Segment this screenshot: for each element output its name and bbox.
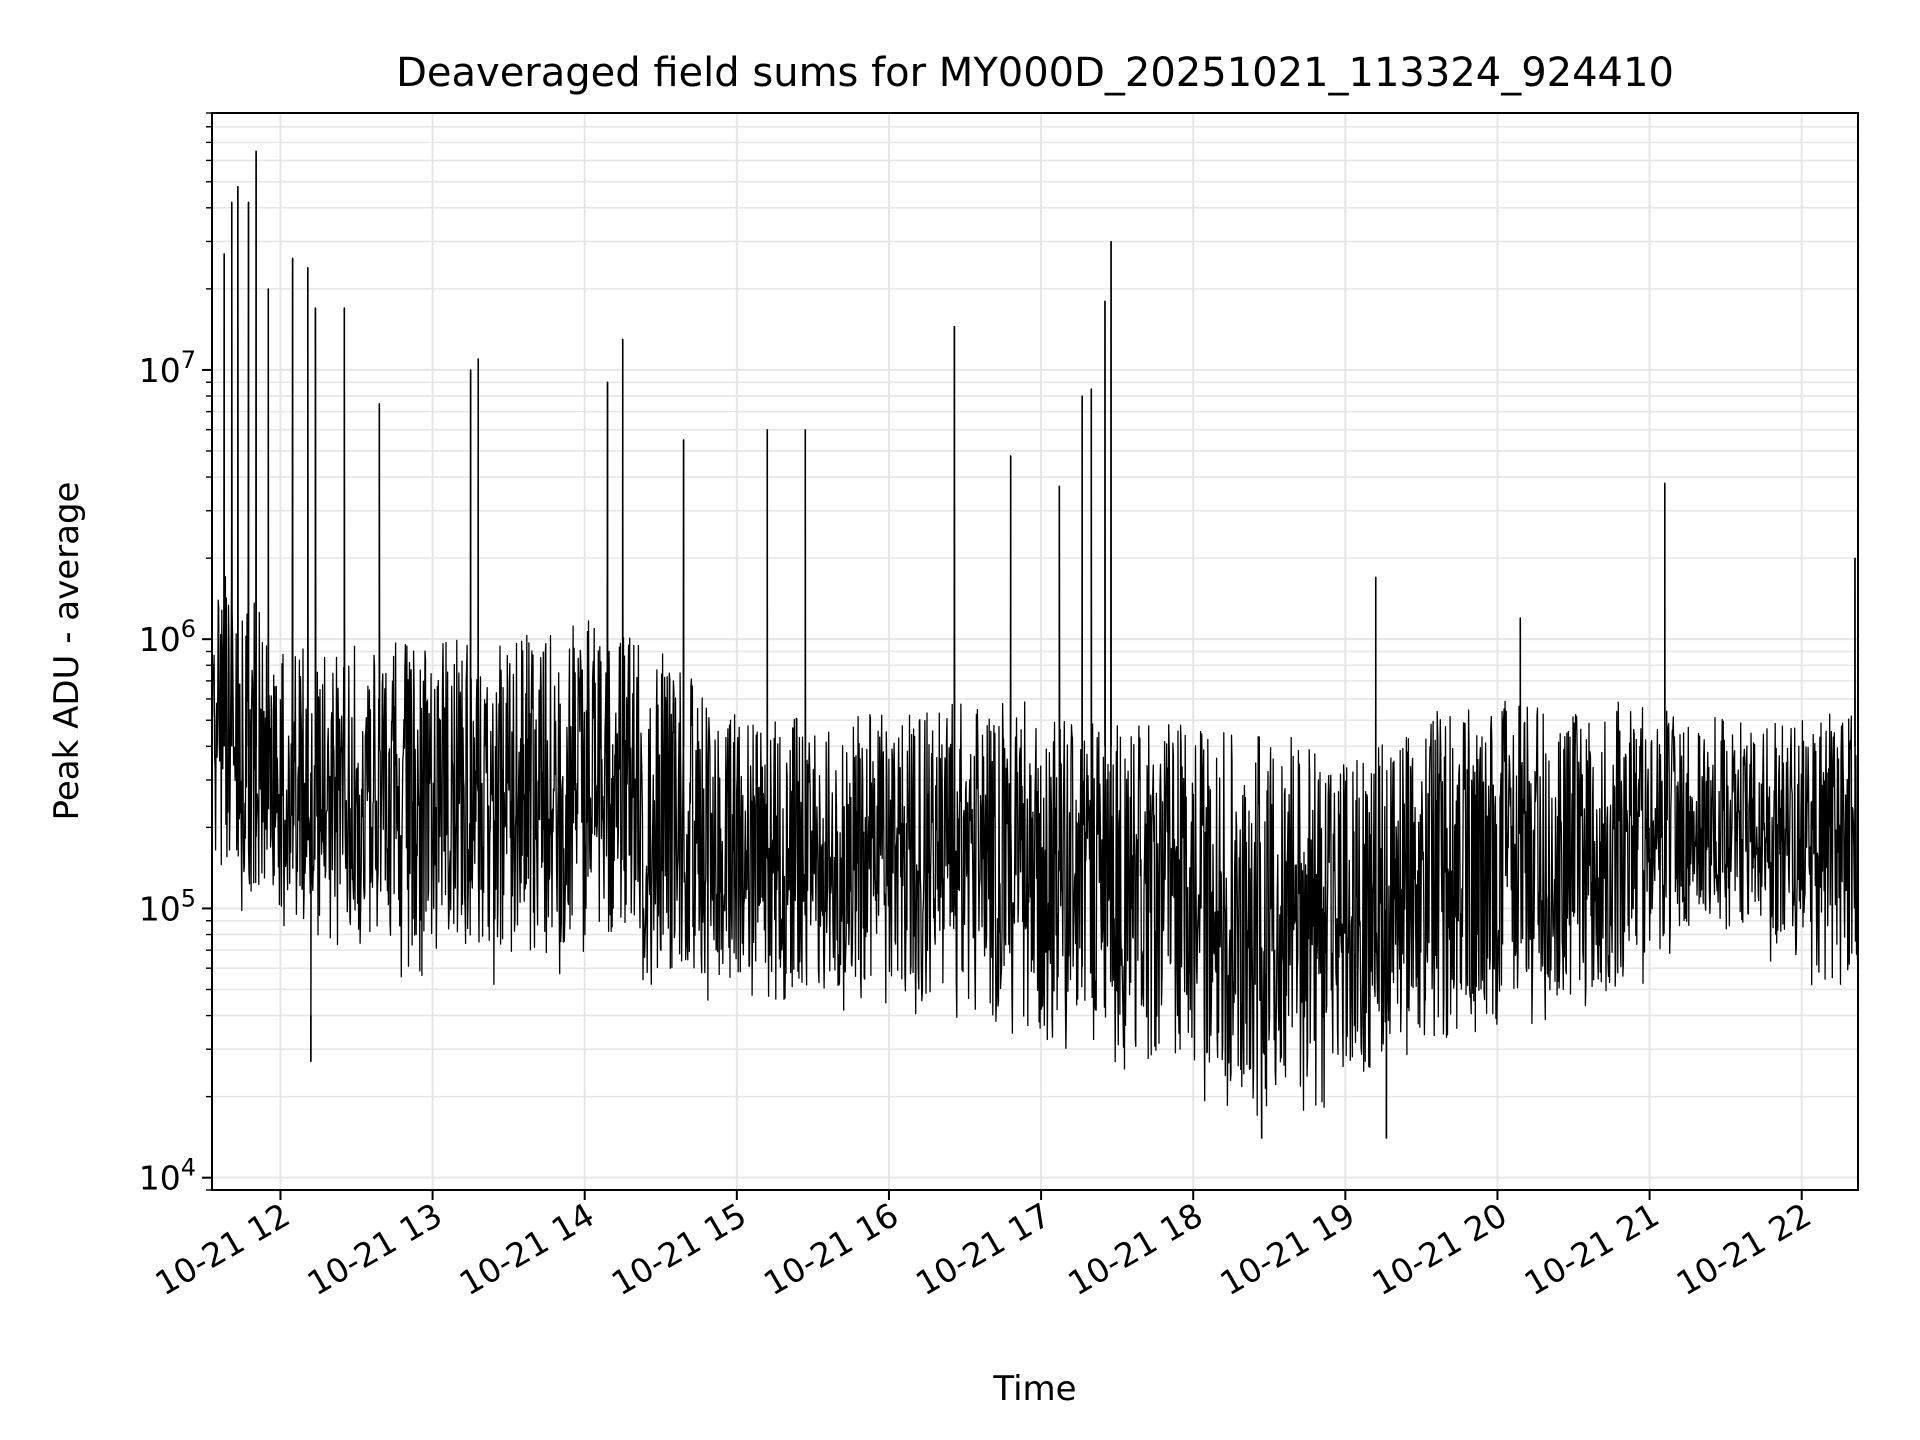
x-axis: 10-21 12 10-21 13 10-21 14 10-21 15 10-21 16…	[148, 1190, 1818, 1303]
x-tick-label: 10-21 16	[757, 1195, 905, 1303]
x-tick-label: 10-21 13	[301, 1195, 449, 1303]
y-tick-label: 104	[139, 1154, 196, 1198]
chart-title: Deaveraged field sums for MY000D_2025102…	[396, 50, 1674, 96]
y-axis: 104 105 106 107	[139, 112, 212, 1198]
x-tick-label: 10-21 15	[605, 1195, 753, 1303]
x-tick-label: 10-21 21	[1518, 1195, 1666, 1303]
x-tick-label: 10-21 18	[1061, 1195, 1209, 1303]
grid	[212, 112, 1858, 1191]
x-tick-label: 10-21 12	[148, 1195, 296, 1303]
x-tick-label: 10-21 22	[1670, 1195, 1818, 1303]
x-tick-label: 10-21 19	[1213, 1195, 1361, 1303]
x-axis-label: Time	[992, 1369, 1076, 1409]
x-tick-label: 10-21 20	[1365, 1195, 1513, 1303]
y-tick-label: 107	[139, 346, 196, 390]
series-peak-adu	[211, 150, 1859, 1139]
y-tick-label: 105	[139, 884, 196, 928]
y-axis-label: Peak ADU - average	[47, 482, 87, 821]
x-tick-label: 10-21 17	[909, 1195, 1057, 1303]
series-line	[211, 150, 1859, 1139]
y-tick-label: 106	[139, 615, 196, 659]
x-tick-label: 10-21 14	[453, 1195, 601, 1303]
